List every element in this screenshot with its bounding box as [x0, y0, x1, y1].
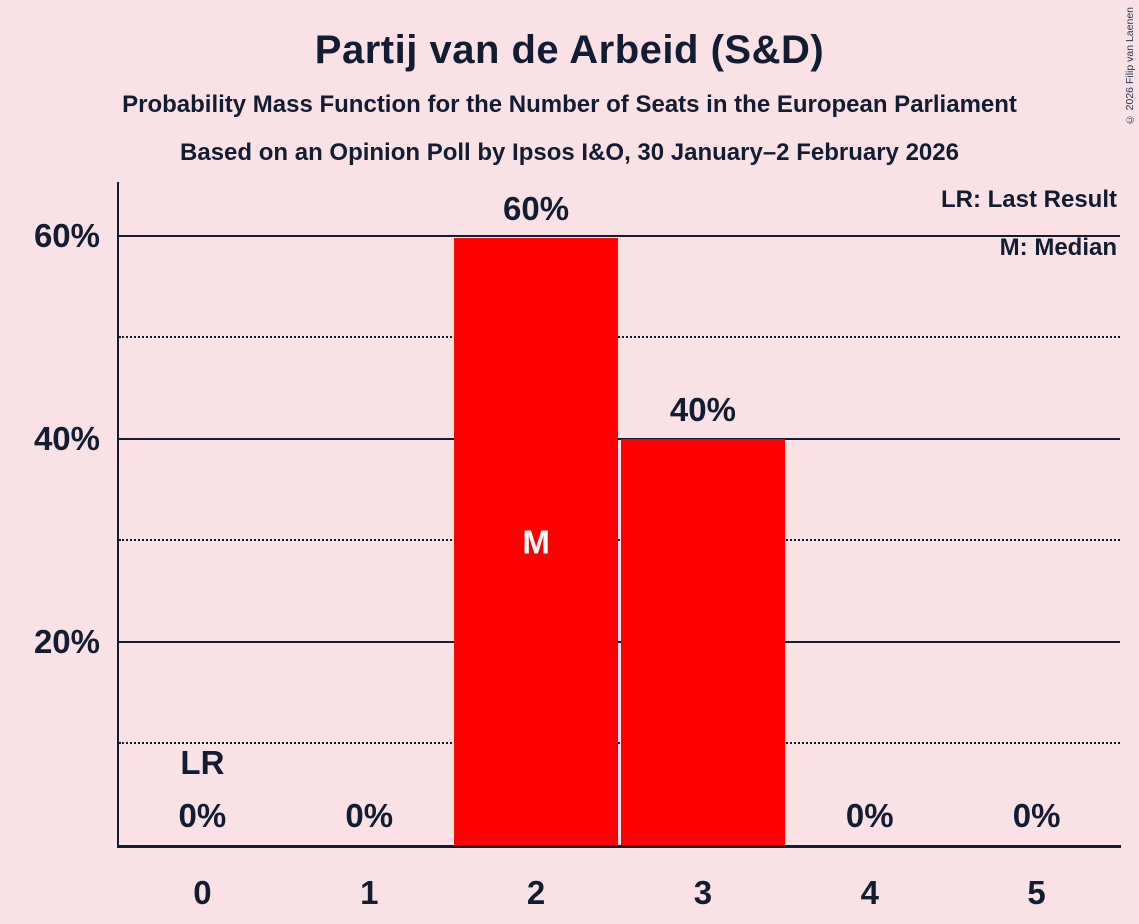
zero-percent-label: 0%	[345, 797, 394, 834]
gridline-minor	[119, 742, 1120, 745]
bar	[620, 439, 785, 845]
y-tick-label: 20%	[33, 622, 100, 660]
gridline-major	[119, 640, 1120, 643]
chart-subtitle: Probability Mass Function for the Number…	[122, 91, 1017, 118]
x-tick-label: 3	[693, 874, 713, 911]
legend-last-result: LR: Last Result	[940, 186, 1117, 213]
zero-percent-label: 0%	[845, 797, 894, 834]
gridline-minor	[119, 336, 1120, 339]
zero-percent-label: 0%	[1012, 797, 1061, 834]
bar-value-label: 60%	[503, 190, 570, 227]
x-tick-label: 5	[1027, 874, 1046, 911]
plot-area: 0 0% LR 1 0% 2 M 60% 3 40% 4 0% 5 0%	[119, 182, 1120, 909]
gridline-major	[119, 437, 1120, 440]
gridline-major	[119, 234, 1120, 237]
bar-value-label: 40%	[669, 391, 736, 428]
x-tick-label: 2	[526, 874, 546, 911]
y-tick-label: 60%	[33, 216, 100, 254]
x-tick-label: 4	[860, 874, 879, 911]
x-axis-line	[117, 845, 1121, 848]
x-tick-label: 1	[360, 874, 379, 911]
y-axis-line	[117, 182, 119, 848]
x-tick-label: 0	[193, 874, 212, 911]
chart-title: Partij van de Arbeid (S&D)	[314, 28, 825, 72]
y-tick-label: 40%	[33, 419, 100, 457]
chart-sub-subtitle: Based on an Opinion Poll by Ipsos I&O, 3…	[180, 139, 959, 166]
zero-percent-label: 0%	[178, 797, 227, 834]
gridline-minor	[119, 539, 1120, 542]
bar: M	[454, 238, 619, 845]
legend-median: M: Median	[999, 234, 1117, 261]
last-result-marker: LR	[180, 744, 225, 781]
median-marker: M	[522, 523, 550, 560]
